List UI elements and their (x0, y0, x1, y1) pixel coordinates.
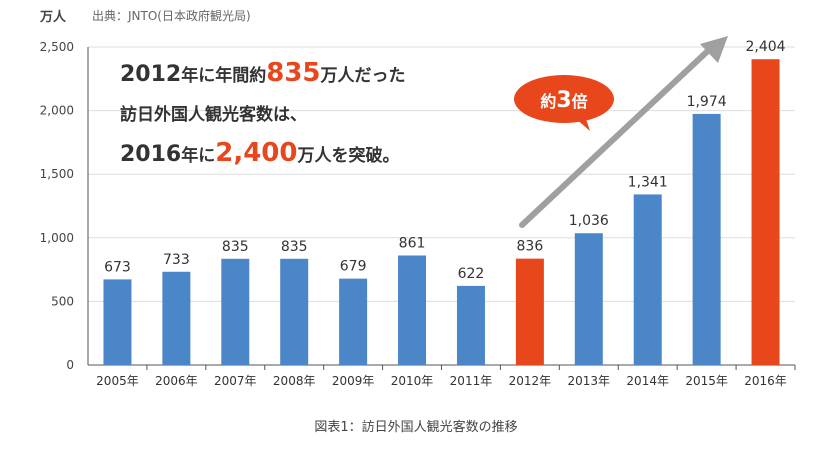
x-tick-label: 2015年 (685, 374, 728, 388)
data-label: 622 (458, 266, 485, 282)
badge-prefix: 約 (540, 92, 557, 111)
callout-line-2: 訪日外国人観光客数は、 (120, 105, 307, 125)
data-label: 1,036 (569, 213, 609, 229)
data-label: 1,974 (687, 94, 727, 110)
bar (633, 194, 662, 365)
bar-chart: 0 500 1,000 1,500 2,000 2,500 673 2005年 733 2006年… (40, 36, 796, 388)
callout-year-2012: 2012 (120, 62, 182, 87)
y-axis-unit: 万人 (40, 10, 67, 25)
growth-arrow-shaft (519, 44, 715, 228)
badge-suffix: 倍 (571, 92, 588, 111)
bar (456, 285, 485, 365)
bar (221, 258, 250, 365)
data-label: 733 (163, 252, 190, 268)
x-tick-label: 2014年 (626, 374, 669, 388)
growth-arrow-head (700, 36, 728, 63)
data-label: 1,341 (628, 174, 668, 190)
x-tick-label: 2010年 (391, 374, 434, 388)
x-tick-label: 2016年 (744, 374, 787, 388)
x-tick-label: 2012年 (509, 374, 552, 388)
callout-line-1: 2012年に年間約835万人だった (120, 58, 406, 88)
y-tick-label: 500 (51, 294, 74, 308)
data-label: 2,404 (745, 39, 785, 55)
data-label: 835 (281, 239, 308, 255)
x-tick-label: 2008年 (273, 374, 316, 388)
callout-text-1b: 万人だった (320, 66, 406, 86)
x-tick-label: 2006年 (155, 374, 198, 388)
badge-number: 3 (556, 88, 572, 113)
callout-value-835: 835 (266, 58, 321, 88)
x-tick-label: 2007年 (214, 374, 257, 388)
callout-text-3a: 年に (181, 146, 216, 166)
badge-text: 約3倍 (516, 88, 612, 113)
bar (751, 59, 780, 365)
data-label: 836 (517, 239, 544, 255)
callout-year-2016: 2016 (120, 142, 182, 167)
callout-text-1a: 年に年間約 (181, 66, 267, 86)
x-tick-label: 2011年 (450, 374, 493, 388)
bar (339, 278, 368, 365)
bar (692, 113, 721, 366)
data-label: 673 (104, 259, 131, 275)
x-tick-label: 2005年 (96, 374, 139, 388)
bar (280, 258, 309, 365)
figure-caption: 図表1：訪日外国人観光客数の推移 (314, 420, 518, 435)
data-label: 861 (399, 235, 426, 251)
source-note: 出典：JNTO(日本政府観光局) (92, 9, 251, 23)
callout-text-3b: 万人を突破。 (297, 146, 400, 166)
bar (162, 271, 191, 365)
bar (574, 233, 603, 365)
y-tick-label: 1,000 (40, 231, 74, 245)
x-tick-label: 2013年 (568, 374, 611, 388)
y-tick-label: 2,000 (40, 104, 74, 118)
data-label: 835 (222, 239, 249, 255)
x-tick-label: 2009年 (332, 374, 375, 388)
bar (515, 258, 544, 365)
callout-line-3: 2016年に2,400万人を突破。 (120, 138, 399, 168)
bar (398, 255, 427, 365)
data-label: 679 (340, 259, 367, 275)
bar (103, 279, 132, 365)
y-tick-label: 1,500 (40, 167, 74, 181)
y-tick-label: 2,500 (40, 40, 74, 54)
speech-bubble-badge (514, 75, 614, 131)
y-tick-label: 0 (66, 358, 74, 372)
callout-value-2400: 2,400 (215, 138, 298, 168)
